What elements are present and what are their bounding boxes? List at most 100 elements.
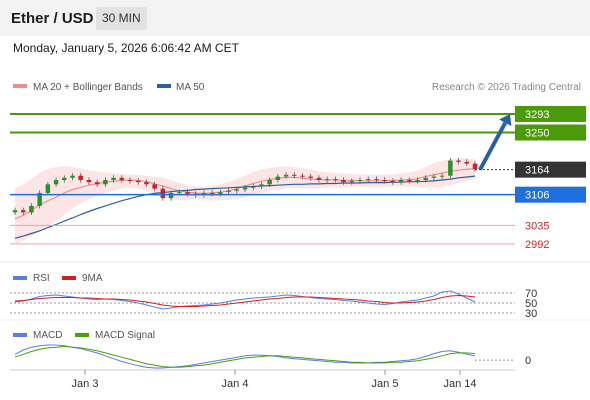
candle-body [86, 180, 92, 183]
resistance-tag [515, 105, 586, 122]
resistance-tag [515, 124, 586, 141]
candle-body [423, 177, 428, 180]
candle-body [431, 176, 437, 178]
rsi-level-label: 30 [525, 308, 537, 320]
candle-body [316, 177, 322, 180]
forecast-arrow-head [499, 113, 512, 127]
rsi-ma-legend-label: 9MA [82, 273, 103, 284]
bollinger-band [15, 158, 475, 245]
candle-body [94, 182, 100, 185]
rsi-level-label: 50 [525, 298, 537, 310]
candle-body [349, 180, 355, 183]
research-credit: Research © 2026 Trading Central [432, 82, 581, 93]
candle-body [53, 180, 59, 185]
candle-body [300, 175, 305, 177]
candle-body [472, 163, 478, 170]
interval-badge[interactable]: 30 MIN [96, 7, 147, 30]
rsi-legend-label: RSI [33, 273, 50, 284]
candle-body [144, 182, 149, 185]
chart-datetime: Monday, January 5, 2026 6:06:42 AM CET [13, 41, 239, 55]
candle-body [37, 192, 42, 206]
candle-body [234, 189, 240, 191]
macd-signal-line [14, 345, 476, 368]
candle-body [259, 184, 264, 187]
candle-body [250, 186, 256, 188]
instrument-title: Ether / USD [11, 10, 94, 27]
candle-body [70, 175, 75, 178]
macd-legend-swatch [13, 333, 27, 337]
support-tag [515, 186, 586, 203]
candle-body [152, 184, 157, 189]
candle-body [357, 180, 363, 181]
candle-body [267, 180, 272, 185]
rsi-line [14, 290, 476, 310]
candle-body [209, 192, 215, 194]
candle-body [382, 180, 387, 181]
minor-level-label: 3035 [525, 220, 549, 232]
candle-body [374, 179, 379, 181]
minor-level-label: 2992 [525, 239, 549, 251]
candle-body [365, 179, 371, 181]
macd-line [14, 344, 476, 369]
candle-body [324, 179, 330, 181]
forecast-arrow-shaft [478, 121, 508, 171]
candle-body [168, 192, 174, 199]
current-price-tag [515, 161, 586, 178]
candle-body [103, 180, 108, 185]
candle-body [292, 174, 297, 176]
rsi-level-label: 70 [525, 288, 537, 300]
x-tick-label: Jan 14 [443, 378, 476, 390]
levels-layer: 3293 3250 3164 3106 3035 2992 [10, 105, 586, 251]
support-label: 3106 [525, 190, 549, 202]
candle-body [448, 160, 453, 176]
candle-body [218, 192, 223, 194]
chart-header: Ether / USD 30 MIN [0, 0, 590, 36]
macd-signal-legend-swatch [75, 333, 89, 337]
candle-body [177, 192, 182, 194]
candle-body [398, 180, 404, 183]
candle-body [283, 174, 289, 177]
candle-body [127, 180, 133, 181]
x-tick-label: Jan 4 [222, 378, 249, 390]
macd-zero-label: 0 [525, 355, 531, 367]
candle-body [160, 188, 166, 199]
candle-body [62, 177, 67, 180]
candle-body [308, 176, 313, 178]
price-layer [12, 157, 478, 245]
candle-body [12, 210, 18, 213]
resistance-label: 3250 [525, 128, 549, 140]
rsi-ma-legend-swatch [62, 276, 76, 280]
macd-layer: 0 [14, 344, 531, 369]
candle-body [439, 175, 445, 177]
candle-body [119, 177, 125, 180]
macd-signal-legend-label: MACD Signal [95, 330, 155, 341]
current-price-label: 3164 [525, 165, 549, 177]
candle-body [407, 180, 412, 181]
ma20-legend-label: MA 20 + Bollinger Bands [33, 82, 143, 93]
candle-body [226, 190, 231, 193]
ma50-legend-label: MA 50 [176, 82, 205, 93]
candle-body [341, 180, 346, 183]
x-axis: Jan 3 Jan 4 Jan 5 Jan 14 [72, 370, 477, 390]
rsi-legend-swatch [13, 276, 27, 280]
candle-body [275, 176, 281, 180]
candle-body [135, 180, 141, 183]
x-tick-label: Jan 5 [372, 378, 399, 390]
candle-body [242, 187, 248, 190]
candle-body [464, 161, 470, 164]
candle-body [20, 210, 26, 213]
candle-body [78, 175, 83, 180]
x-tick-label: Jan 3 [72, 378, 99, 390]
ma50-legend-swatch [157, 84, 171, 88]
resistance-label: 3293 [525, 109, 549, 121]
candle-body [45, 184, 51, 193]
macd-legend-label: MACD [33, 330, 62, 341]
candle-body [456, 160, 461, 162]
candle-body [29, 205, 34, 213]
rsi-ma-line [14, 294, 476, 307]
candle-body [111, 177, 116, 180]
candle-body [333, 179, 338, 181]
ma20-legend-swatch [13, 84, 27, 88]
